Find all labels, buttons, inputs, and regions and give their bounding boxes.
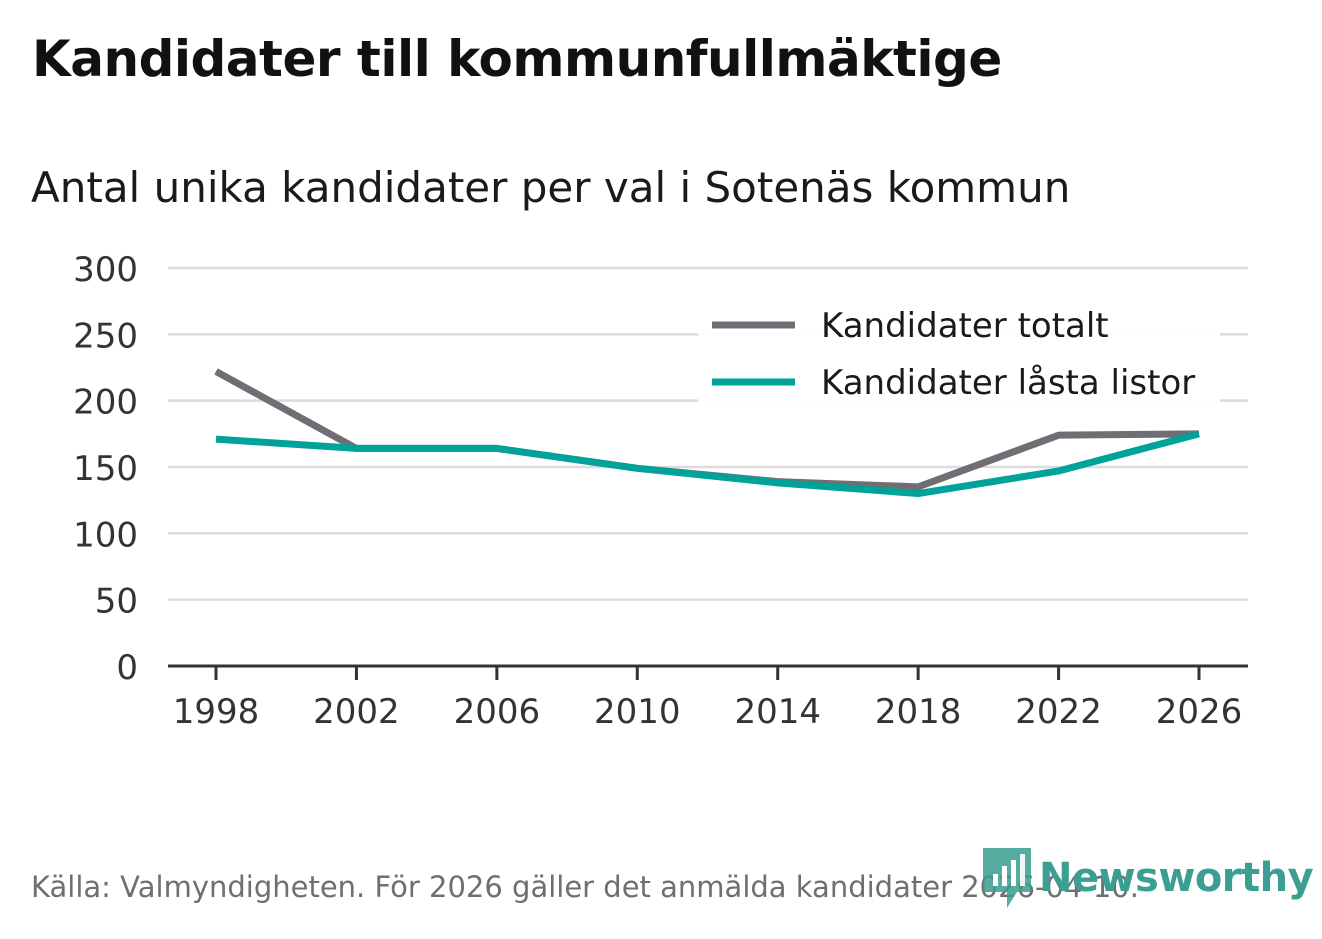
y-tick-label-100: 100: [73, 515, 138, 555]
y-tick-label-300: 300: [73, 250, 138, 290]
brand-name: Newsworthy: [1039, 855, 1314, 901]
y-axis-ticks: 0 50 100 150 200 250 300: [73, 250, 138, 688]
x-tick-label-2018: 2018: [875, 692, 962, 732]
x-tick-label-1998: 1998: [173, 692, 260, 732]
y-tick-label-0: 0: [116, 648, 138, 688]
y-tick-label-50: 50: [95, 582, 138, 622]
series-lines: [214, 368, 1200, 498]
y-tick-label-250: 250: [73, 316, 138, 356]
chart-subtitle: Antal unika kandidater per val i Sotenäs…: [31, 163, 1071, 212]
line-chart: 0 50 100 150 200 250 300 1998 2002 2006 2010 2014 2…: [73, 250, 1248, 732]
chart-title: Kandidater till kommunfullmäktige: [32, 30, 1002, 88]
source-note: Källa: Valmyndigheten. För 2026 gäller d…: [31, 870, 1139, 904]
legend-label-1: Kandidater låsta listor: [821, 363, 1195, 403]
legend-label-0: Kandidater totalt: [821, 306, 1109, 346]
y-tick-label-150: 150: [73, 449, 138, 489]
legend-box: [698, 296, 1220, 404]
legend: Kandidater totalt Kandidater låsta listor: [698, 296, 1220, 404]
x-tick-label-2006: 2006: [454, 692, 541, 732]
x-axis-ticks: 1998 2002 2006 2010 2014 2018 2022 2026: [173, 666, 1243, 732]
newsworthy-brand[interactable]: Newsworthy: [983, 848, 1314, 908]
x-tick-label-2002: 2002: [313, 692, 400, 732]
y-tick-label-200: 200: [73, 383, 138, 423]
series-line-1: [215, 430, 1200, 498]
x-tick-label-2022: 2022: [1015, 692, 1102, 732]
x-tick-label-2010: 2010: [594, 692, 681, 732]
x-tick-label-2014: 2014: [734, 692, 821, 732]
bar-chart-icon: [983, 848, 1031, 908]
x-tick-label-2026: 2026: [1156, 692, 1243, 732]
